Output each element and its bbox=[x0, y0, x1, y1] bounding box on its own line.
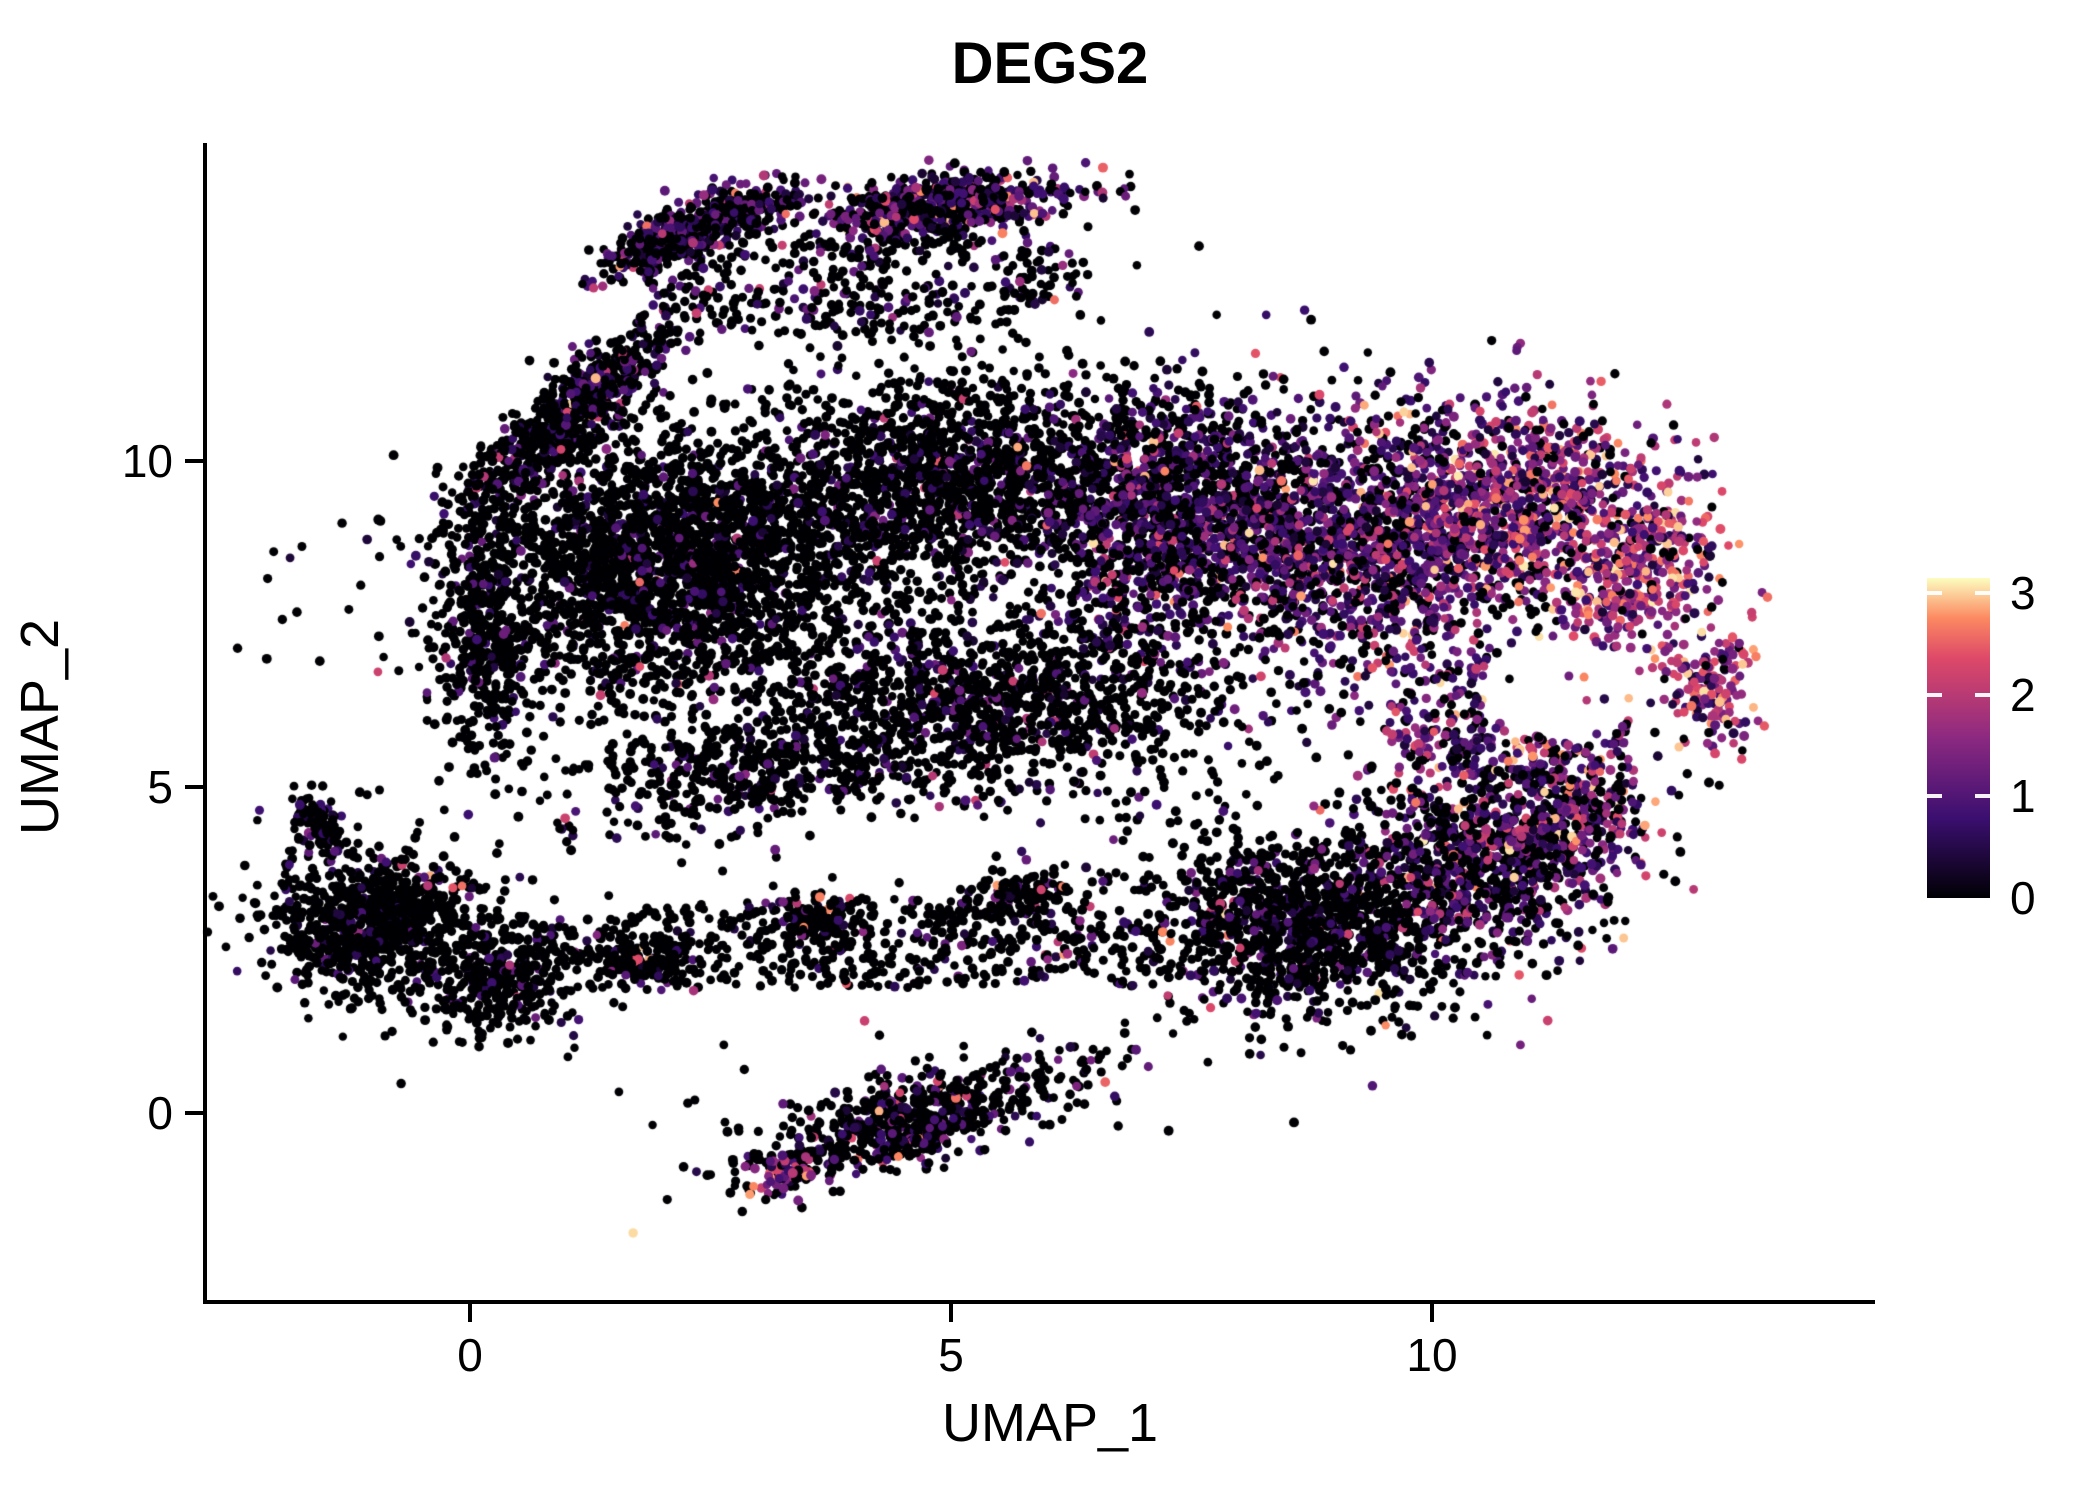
x-tick-label: 0 bbox=[457, 1329, 483, 1381]
x-axis-line bbox=[203, 1300, 1875, 1304]
colorbar-tick-mark bbox=[1975, 794, 1990, 799]
colorbar-tick-label: 3 bbox=[2010, 567, 2036, 620]
x-tick-label: 10 bbox=[1406, 1329, 1458, 1381]
colorbar-tick-label: 1 bbox=[2010, 770, 2036, 823]
colorbar-tick-label: 2 bbox=[2010, 668, 2036, 721]
x-tick-mark bbox=[1430, 1304, 1434, 1322]
y-tick-mark bbox=[185, 1111, 203, 1115]
x-axis-title: UMAP_1 bbox=[941, 1393, 1159, 1453]
chart-title: DEGS2 bbox=[951, 31, 1149, 96]
y-tick-mark bbox=[185, 785, 203, 789]
y-axis-title: UMAP_2 bbox=[10, 618, 70, 836]
x-tick-label: 5 bbox=[938, 1329, 964, 1381]
colorbar-tick-mark bbox=[1927, 692, 1942, 697]
y-tick-label: 0 bbox=[147, 1087, 173, 1139]
colorbar-tick-label: 0 bbox=[2010, 872, 2036, 924]
colorbar-tick-mark bbox=[1927, 591, 1942, 596]
y-tick-label: 5 bbox=[147, 761, 173, 813]
colorbar-tick-mark bbox=[1975, 591, 1990, 596]
y-tick-label: 10 bbox=[121, 435, 173, 487]
colorbar-tick-mark bbox=[1927, 794, 1942, 799]
colorbar-legend bbox=[1927, 578, 1990, 898]
y-tick-mark bbox=[185, 459, 203, 463]
y-axis-line bbox=[203, 143, 207, 1304]
x-tick-mark bbox=[468, 1304, 472, 1322]
colorbar-tick-mark bbox=[1975, 692, 1990, 697]
x-tick-mark bbox=[949, 1304, 953, 1322]
